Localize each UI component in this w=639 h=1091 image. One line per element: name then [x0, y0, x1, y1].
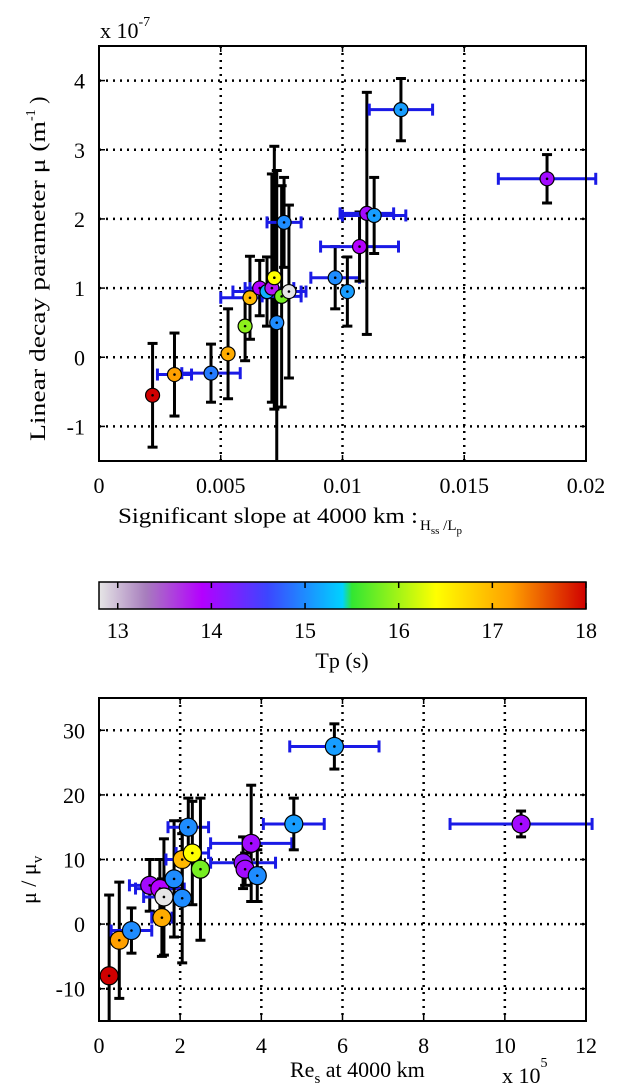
top-errorbars	[147, 77, 598, 461]
top-data-point-center	[270, 286, 274, 290]
bottom-x-ticks: 0 2 4 6 8 10 12	[94, 698, 597, 1058]
bottom-x-tick-label: 10	[494, 1033, 516, 1058]
top-data-point-center	[273, 276, 276, 280]
top-data-point-center	[282, 221, 286, 224]
bottom-data-point-center	[172, 877, 176, 881]
bottom-data-point-center	[148, 884, 152, 887]
bottom-y-tick-label: 0	[74, 912, 85, 937]
bottom-x-multiplier: x 105	[502, 1056, 548, 1088]
bottom-data-point-center	[107, 974, 111, 978]
colorbar-tick-label: 13	[107, 618, 129, 643]
top-data-point-center	[243, 324, 247, 328]
top-y-multiplier: x 10-7	[100, 15, 150, 43]
bottom-y-label: μ / μv	[16, 855, 46, 904]
colorbar-tick-label: 16	[388, 618, 410, 643]
top-y-tick-label: 3	[74, 138, 85, 163]
bottom-x-tick-label: 6	[337, 1033, 348, 1058]
bottom-x-label: Res at 4000 km	[290, 1057, 425, 1087]
colorbar-label: Tp (s)	[315, 648, 368, 673]
top-data-point-center	[275, 321, 279, 324]
top-data-point-center	[248, 296, 252, 300]
top-x-tick-label: 0	[94, 473, 105, 498]
bottom-data-point-center	[255, 874, 259, 877]
bottom-plot: 0 2 4 6 8 10 12 -10 0 10 20 30 x 105 Res at 4000 k…	[16, 697, 597, 1088]
bottom-data-point-center	[180, 896, 184, 900]
colorbar-ticks: 13 14 15 16 17 18	[107, 582, 597, 643]
bottom-data-point-center	[191, 851, 194, 855]
top-data-point-center	[545, 177, 549, 181]
bottom-data-point-center	[243, 867, 247, 871]
top-y-tick-label: -1	[67, 414, 85, 439]
bottom-y-tick-label: 20	[63, 783, 85, 808]
top-points	[144, 102, 555, 403]
bottom-data-point-center	[162, 895, 166, 899]
top-data-point-center	[399, 108, 403, 111]
top-y-label: Linear decay parameter μ (m-1 )	[24, 97, 50, 442]
colorbar-tick-label: 14	[200, 618, 222, 643]
bottom-x-tick-label: 2	[175, 1033, 186, 1058]
top-y-tick-label: 0	[74, 345, 85, 370]
colorbar-gradient	[98, 581, 587, 610]
top-plot: 0 0.005 0.01 0.015 0.02 -1 0 1 2 3 4 x 10-7 Signi…	[24, 15, 605, 537]
colorbar: 13 14 15 16 17 18 Tp (s)	[98, 581, 597, 673]
top-y-tick-label: 1	[74, 276, 85, 301]
bottom-x-tick-label: 0	[94, 1033, 105, 1058]
top-data-point-center	[173, 373, 176, 376]
bottom-data-point-center	[519, 822, 523, 826]
top-y-ticks: -1 0 1 2 3 4	[67, 69, 586, 439]
bottom-y-tick-label: 30	[63, 718, 85, 743]
bottom-data-point-center	[117, 938, 121, 942]
bottom-data-point-center	[292, 822, 296, 826]
top-x-tick-label: 0.005	[196, 473, 246, 498]
colorbar-tick-label: 15	[294, 618, 316, 643]
top-x-label: Significant slope at 4000 km :	[118, 503, 418, 528]
bottom-data-point-center	[186, 825, 190, 829]
bottom-data-point-center	[180, 858, 184, 861]
top-data-point-center	[151, 393, 154, 397]
top-data-point-center	[209, 371, 213, 375]
bottom-y-tick-label: 10	[63, 848, 85, 873]
top-x-label-symbols: Hss /Lp	[420, 518, 463, 537]
top-grid	[99, 46, 586, 461]
top-data-point-center	[358, 245, 361, 248]
bottom-y-ticks: -10 0 10 20 30	[56, 718, 586, 1002]
top-y-tick-label: 2	[74, 207, 85, 232]
bottom-points	[99, 736, 531, 986]
top-data-point-center	[280, 295, 283, 298]
bottom-x-tick-label: 8	[418, 1033, 429, 1058]
top-x-tick-label: 0.015	[440, 473, 490, 498]
colorbar-tick-label: 17	[481, 618, 503, 643]
top-x-tick-label: 0.02	[567, 473, 606, 498]
bottom-x-tick-label: 4	[256, 1033, 267, 1058]
bottom-data-point-center	[130, 929, 133, 932]
top-data-point-center	[226, 352, 230, 356]
colorbar-tick-label: 18	[575, 618, 597, 643]
top-data-point-center	[372, 214, 376, 217]
bottom-data-point-center	[199, 867, 202, 871]
top-y-tick-label: 4	[74, 69, 85, 94]
top-x-ticks: 0 0.005 0.01 0.015 0.02	[94, 46, 606, 498]
top-data-point-center	[287, 290, 291, 293]
bottom-data-point-center	[249, 842, 253, 845]
top-data-point-center	[333, 276, 337, 280]
bottom-data-point-center	[333, 745, 336, 748]
bottom-data-point-center	[160, 916, 164, 919]
bottom-y-tick-label: -10	[56, 977, 85, 1002]
top-x-tick-label: 0.01	[323, 473, 362, 498]
top-axes-box	[98, 45, 587, 462]
top-data-point-center	[346, 290, 349, 293]
bottom-x-tick-label: 12	[575, 1033, 597, 1058]
